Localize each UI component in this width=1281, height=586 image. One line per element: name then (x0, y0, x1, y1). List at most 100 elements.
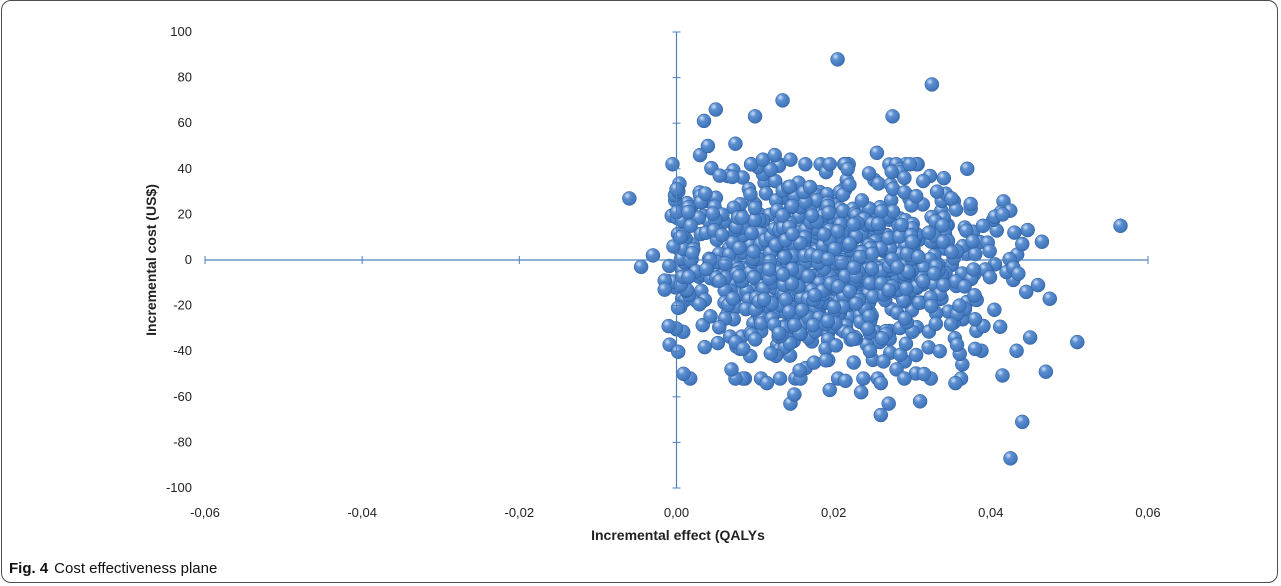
x-tick-label: -0,04 (347, 505, 377, 520)
scatter-point (775, 93, 790, 108)
scatter-point (776, 250, 792, 265)
scatter-point (775, 208, 790, 223)
scatter-point (935, 218, 950, 233)
scatter-point (746, 244, 761, 260)
scatter-point (908, 188, 924, 204)
scatter-point (856, 371, 871, 386)
scatter-point (822, 382, 837, 398)
y-tick-label: 40 (178, 161, 192, 176)
scatter-point (763, 346, 779, 361)
scatter-point (1009, 343, 1024, 359)
scatter-point (975, 218, 991, 234)
scatter-point (963, 196, 978, 212)
scatter-point (794, 302, 810, 318)
scatter-point (944, 244, 959, 260)
scatter-point (935, 234, 951, 250)
scatter-point (708, 102, 724, 117)
scatter-point (633, 259, 649, 275)
y-tick-label: 100 (170, 24, 192, 39)
scatter-point (864, 246, 880, 262)
scatter-point (747, 200, 763, 216)
scatter-point (699, 261, 714, 277)
y-tick-label: -80 (173, 434, 192, 449)
scatter-point (806, 355, 822, 370)
scatter-point (965, 234, 980, 249)
scatter-point (995, 207, 1010, 222)
scatter-point (853, 384, 869, 400)
scatter-point (759, 375, 775, 391)
scatter-point (952, 298, 967, 313)
scatter-point (735, 210, 750, 225)
scatter-point (982, 243, 997, 259)
scatter-point (995, 368, 1010, 383)
scatter-point (731, 268, 747, 284)
scatter-point (846, 260, 862, 275)
scatter-point (916, 366, 932, 382)
scatter-point (861, 309, 877, 324)
scatter-point (982, 269, 998, 285)
scatter-point (929, 184, 945, 199)
scatter-point (681, 204, 696, 220)
scatter-point (714, 227, 730, 243)
scatter-point (673, 229, 688, 245)
scatter-point (781, 304, 797, 319)
scatter-point (957, 279, 972, 294)
scatter-point (873, 375, 889, 391)
scatter-point (822, 156, 837, 172)
scatter-point (1011, 266, 1026, 281)
scatter-point (842, 177, 857, 193)
scatter-point (966, 262, 981, 277)
y-tick-label: 20 (178, 206, 192, 221)
scatter-point (921, 225, 936, 240)
scatter-point (924, 77, 940, 92)
scatter-point (926, 266, 942, 281)
x-tick-label: 0,04 (978, 505, 1003, 520)
scatter-point (692, 297, 707, 312)
scatter-point (846, 217, 861, 232)
scatter-point (782, 179, 798, 194)
scatter-point (874, 331, 890, 346)
scatter-point (874, 203, 889, 219)
scatter-point (712, 168, 727, 183)
scatter-point (904, 234, 920, 250)
scatter-point (899, 281, 914, 296)
y-tick-label: -60 (173, 389, 192, 404)
scatter-point (862, 343, 878, 359)
scatter-point (743, 187, 758, 202)
labels-layer: -0,06 -0,04 -0,02 0,00 0,02 0,04 0,06 100 80 60 40… (166, 24, 1161, 520)
x-tick-label: -0,02 (505, 505, 535, 520)
scatter-point (670, 344, 686, 360)
scatter-point (928, 316, 944, 332)
scatter-point (842, 284, 857, 299)
scatter-point (1015, 414, 1030, 430)
scatter-point (842, 236, 857, 251)
scatter-point (1034, 234, 1050, 250)
x-axis-title: Incremental effect (QALYs (591, 527, 765, 543)
scatter-point (783, 152, 798, 167)
scatter-point (747, 109, 763, 124)
figure-caption-text: Cost effectiveness plane (54, 560, 218, 577)
scatter-point (676, 366, 691, 382)
scatter-point (968, 246, 983, 262)
scatter-point (943, 317, 959, 332)
scatter-point (1020, 222, 1035, 238)
scatter-point (1018, 284, 1034, 300)
scatter-point (861, 166, 877, 181)
scatter-point (670, 300, 686, 316)
scatter-point (894, 217, 909, 233)
scatter-point (622, 191, 637, 206)
scatter-point (818, 353, 834, 368)
scatter-point (802, 179, 818, 195)
scatter-point (775, 267, 791, 282)
scatter-point (864, 261, 880, 276)
scatter-point (703, 309, 718, 324)
scatter-point (854, 193, 870, 208)
scatter-point (1042, 291, 1058, 307)
scatter-point (869, 145, 885, 161)
scatter-point (870, 216, 886, 232)
scatter-point (731, 240, 747, 256)
scatter-point (778, 292, 793, 307)
scatter-point (1113, 218, 1128, 234)
y-tick-label: 0 (185, 252, 192, 267)
scatter-point (923, 298, 939, 314)
